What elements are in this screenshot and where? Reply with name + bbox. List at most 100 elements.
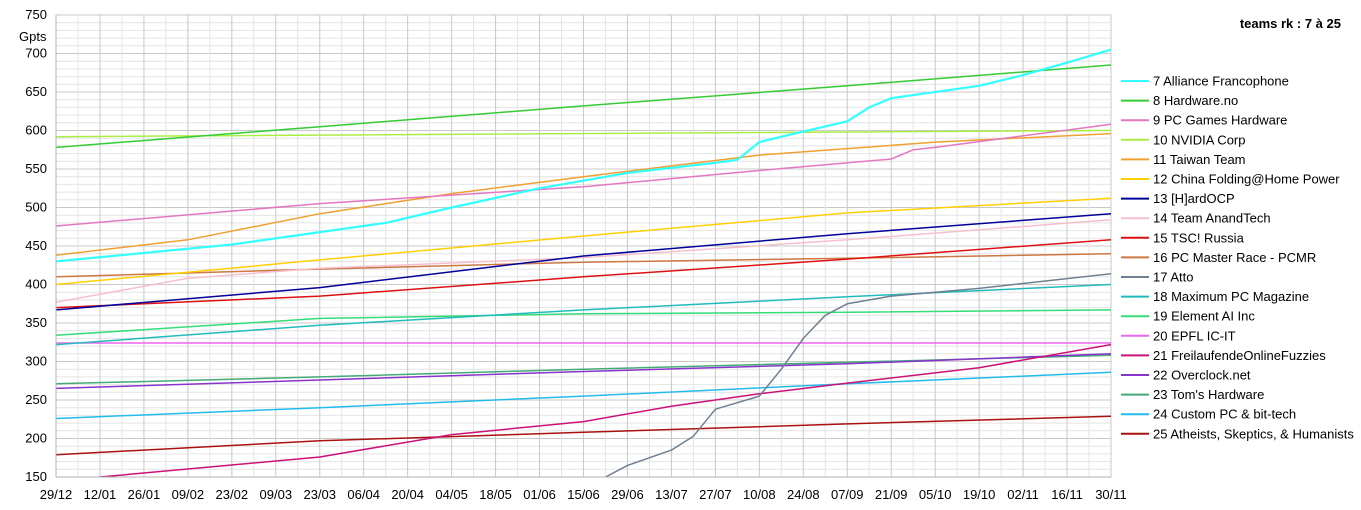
series-line — [99, 343, 1111, 477]
series-line — [56, 197, 1111, 286]
x-tick-label: 26/01 — [128, 487, 161, 502]
series-line — [56, 48, 1111, 263]
x-tick-label: 19/10 — [963, 487, 996, 502]
x-tick-label: 24/08 — [787, 487, 820, 502]
series-line — [56, 353, 1111, 390]
y-tick-label: 350 — [25, 315, 47, 330]
y-tick-label: 250 — [25, 392, 47, 407]
x-tick-label: 30/11 — [1095, 487, 1127, 502]
y-axis-label: Gpts — [19, 29, 47, 44]
x-tick-label: 29/06 — [611, 487, 644, 502]
legend-item: 21 FreilaufendeOnlineFuzzies — [1121, 348, 1326, 363]
series-line — [56, 219, 1111, 303]
legend-label: 11 Taiwan Team — [1153, 152, 1246, 167]
legend-label: 9 PC Games Hardware — [1153, 113, 1287, 128]
legend-label: 15 TSC! Russia — [1153, 230, 1245, 245]
x-tick-label: 13/07 — [655, 487, 688, 502]
legend-item: 25 Atheists, Skeptics, & Humanists — [1121, 426, 1354, 441]
legend-label: 13 [H]ardOCP — [1153, 191, 1235, 206]
axis-layer: 150 200 250 300 350 400 450 500 550 600 650 700 750 2… — [25, 7, 1126, 502]
x-tick-label: 09/03 — [260, 487, 293, 502]
y-tick-label: 200 — [25, 431, 47, 446]
legend-item: 7 Alliance Francophone — [1121, 74, 1289, 89]
frame-layer — [55, 15, 1111, 478]
series-line — [56, 371, 1111, 420]
legend: 7 Alliance Francophone 8 Hardware.no 9 PC … — [1121, 74, 1354, 441]
x-tick-label: 09/02 — [172, 487, 205, 502]
x-tick-label: 21/09 — [875, 487, 908, 502]
legend-item: 9 PC Games Hardware — [1121, 113, 1287, 128]
x-tick-label: 29/12 — [40, 487, 73, 502]
legend-label: 18 Maximum PC Magazine — [1153, 289, 1309, 304]
legend-item: 15 TSC! Russia — [1121, 230, 1245, 245]
legend-label: 21 FreilaufendeOnlineFuzzies — [1153, 348, 1326, 363]
legend-label: 7 Alliance Francophone — [1153, 74, 1289, 89]
legend-item: 10 NVIDIA Corp — [1121, 132, 1246, 147]
y-tick-label: 150 — [25, 469, 47, 484]
x-tick-label: 06/04 — [347, 487, 380, 502]
legend-item: 23 Tom's Hardware — [1121, 387, 1264, 402]
legend-item: 19 Element AI Inc — [1121, 309, 1255, 324]
series-layer — [56, 48, 1111, 477]
legend-label: 25 Atheists, Skeptics, & Humanists — [1153, 426, 1354, 441]
x-tick-label: 23/02 — [216, 487, 249, 502]
legend-label: 19 Element AI Inc — [1153, 309, 1255, 324]
x-tick-label: 23/03 — [303, 487, 336, 502]
x-tick-label: 02/11 — [1007, 487, 1039, 502]
x-tick-label: 15/06 — [567, 487, 600, 502]
legend-label: 10 NVIDIA Corp — [1153, 132, 1246, 147]
legend-label: 23 Tom's Hardware — [1153, 387, 1264, 402]
x-tick-label: 27/07 — [699, 487, 732, 502]
series-line — [56, 132, 1111, 256]
series-line — [56, 212, 1111, 311]
x-tick-label: 20/04 — [391, 487, 424, 502]
legend-label: 8 Hardware.no — [1153, 93, 1238, 108]
x-tick-label: 05/10 — [919, 487, 952, 502]
legend-label: 20 EPFL IC-IT — [1153, 328, 1236, 343]
legend-item: 22 Overclock.net — [1121, 368, 1251, 383]
y-tick-label: 450 — [25, 238, 47, 253]
x-tick-label: 01/06 — [523, 487, 556, 502]
series-line — [56, 129, 1111, 138]
y-tick-label: 600 — [25, 123, 47, 138]
x-tick-label: 16/11 — [1051, 487, 1083, 502]
legend-item: 13 [H]ardOCP — [1121, 191, 1235, 206]
legend-item: 16 PC Master Race - PCMR — [1121, 250, 1316, 265]
legend-label: 24 Custom PC & bit-tech — [1153, 407, 1296, 422]
y-tick-label: 650 — [25, 84, 47, 99]
legend-item: 17 Atto — [1121, 270, 1193, 285]
grid-layer — [55, 14, 1112, 478]
x-tick-label: 18/05 — [479, 487, 512, 502]
series-line — [56, 64, 1111, 149]
y-tick-label: 750 — [25, 7, 47, 22]
legend-label: 17 Atto — [1153, 270, 1193, 285]
legend-label: 12 China Folding@Home Power — [1153, 172, 1340, 187]
x-tick-label: 04/05 — [435, 487, 468, 502]
y-tick-label: 500 — [25, 200, 47, 215]
series-line — [604, 272, 1111, 477]
legend-label: 16 PC Master Race - PCMR — [1153, 250, 1316, 265]
series-line — [56, 309, 1111, 337]
series-line — [56, 252, 1111, 278]
legend-item: 24 Custom PC & bit-tech — [1121, 407, 1296, 422]
series-line — [56, 239, 1111, 309]
legend-item: 18 Maximum PC Magazine — [1121, 289, 1309, 304]
legend-item: 11 Taiwan Team — [1121, 152, 1246, 167]
y-tick-label: 400 — [25, 277, 47, 292]
series-line — [56, 415, 1111, 456]
legend-item: 20 EPFL IC-IT — [1121, 328, 1236, 343]
legend-item: 14 Team AnandTech — [1121, 211, 1271, 226]
series-line — [56, 123, 1111, 227]
legend-label: 14 Team AnandTech — [1153, 211, 1271, 226]
y-tick-label: 300 — [25, 354, 47, 369]
legend-label: 22 Overclock.net — [1153, 368, 1251, 383]
legend-item: 8 Hardware.no — [1121, 93, 1238, 108]
chart-title: teams rk : 7 à 25 — [1240, 16, 1341, 31]
x-tick-label: 07/09 — [831, 487, 864, 502]
y-tick-label: 700 — [25, 46, 47, 61]
legend-item: 12 China Folding@Home Power — [1121, 172, 1340, 187]
x-tick-label: 12/01 — [84, 487, 117, 502]
y-tick-label: 550 — [25, 161, 47, 176]
